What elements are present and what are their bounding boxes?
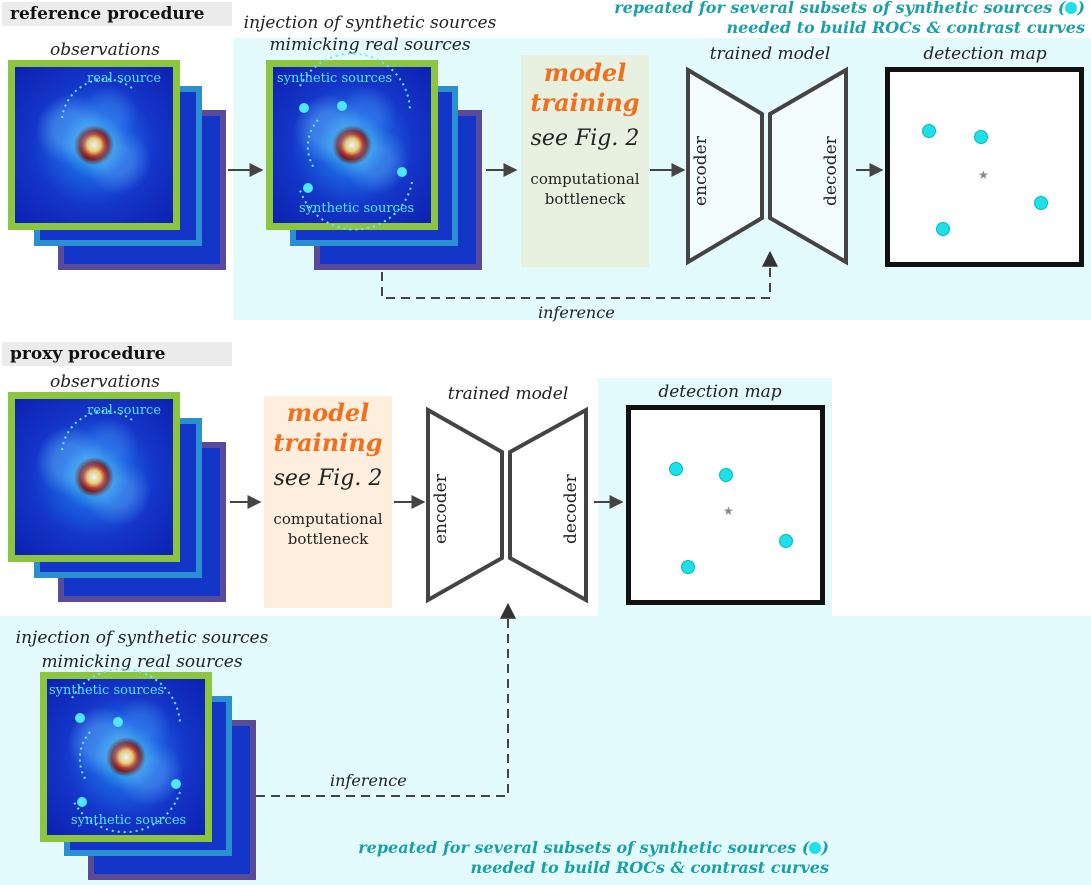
proxy-observations-label: observations — [50, 372, 160, 392]
proxy-note-line1-end: ) — [821, 838, 829, 857]
reference-inj-frame-front: synthetic sources synthetic sources — [266, 60, 438, 230]
proxy-encoder-label: encoder — [431, 473, 451, 544]
reference-detection-map-label: detection map — [923, 44, 1047, 64]
reference-training-fig: see Fig. 2 — [530, 126, 640, 151]
proxy-bottleneck: computational bottleneck — [273, 510, 383, 548]
reference-note-line1-end: ) — [1077, 0, 1085, 17]
detection-dot — [922, 124, 936, 138]
reference-title: reference procedure — [2, 2, 232, 26]
reference-obs-frame-front: real source — [8, 60, 180, 230]
proxy-encoder-shape — [426, 406, 504, 604]
proxy-note-line2: needed to build ROCs & contrast curves — [470, 858, 829, 877]
proxy-training-line1: model — [286, 398, 370, 427]
reference-training-line2: training — [530, 88, 640, 117]
proxy-decoder-label: decoder — [561, 473, 581, 544]
proxy-injection-line1: injection of synthetic sources — [15, 628, 269, 648]
proxy-training-box — [264, 396, 392, 608]
proxy-injection-line2: mimicking real sources — [41, 652, 243, 672]
proxy-training-line2: training — [273, 428, 383, 457]
cyan-dot-icon — [1065, 2, 1078, 14]
proxy-title: proxy procedure — [2, 342, 232, 366]
detection-dot — [1034, 196, 1048, 210]
reference-synthetic-top-label: synthetic sources — [277, 71, 393, 86]
detection-dot — [719, 468, 733, 482]
detection-dot — [779, 534, 793, 548]
detection-dot — [681, 560, 695, 574]
reference-observations-label: observations — [50, 40, 160, 60]
reference-synthetic-bottom-label: synthetic sources — [299, 201, 415, 216]
proxy-decoder-shape — [508, 406, 588, 604]
detection-dot — [669, 462, 683, 476]
proxy-synthetic-top-label: synthetic sources — [49, 683, 165, 698]
proxy-trained-model-label: trained model — [447, 384, 569, 404]
star-center-icon: ★ — [723, 504, 734, 518]
reference-injection-line2: mimicking real sources — [269, 35, 471, 55]
reference-trained-model-label: trained model — [709, 44, 831, 64]
proxy-real-source-label: real source — [87, 403, 162, 418]
proxy-detection-map: ★ — [626, 405, 825, 605]
proxy-training: model training see Fig. 2 computational b… — [264, 398, 392, 549]
reference-training-box — [521, 55, 649, 267]
star-center-icon: ★ — [978, 168, 989, 182]
cyan-dot-icon — [809, 842, 822, 854]
detection-dot — [936, 222, 950, 236]
reference-note: repeated for several subsets of syntheti… — [614, 0, 1085, 38]
reference-injection-line1: injection of synthetic sources — [243, 13, 497, 33]
proxy-obs-frame-front: real source — [8, 392, 180, 562]
reference-training: model training see Fig. 2 computational b… — [521, 58, 649, 209]
proxy-synthetic-bottom-label: synthetic sources — [71, 813, 187, 828]
proxy-training-fig: see Fig. 2 — [273, 466, 383, 491]
proxy-model-shape — [426, 406, 588, 604]
proxy-note-line1: repeated for several subsets of syntheti… — [358, 838, 810, 857]
proxy-injection-label: injection of synthetic sources mimicking… — [6, 626, 278, 674]
detection-dot — [974, 130, 988, 144]
reference-note-line2: needed to build ROCs & contrast curves — [726, 18, 1085, 37]
reference-bottleneck: computational bottleneck — [530, 170, 640, 208]
reference-training-line1: model — [543, 58, 627, 87]
proxy-detection-map-label: detection map — [658, 382, 782, 402]
reference-detection-map: ★ — [885, 67, 1084, 267]
reference-injection-label: injection of synthetic sources mimicking… — [234, 12, 506, 56]
proxy-inj-frame-front: synthetic sources synthetic sources — [40, 672, 212, 842]
reference-note-line1: repeated for several subsets of syntheti… — [614, 0, 1066, 17]
reference-real-source-label: real source — [87, 71, 162, 86]
proxy-note: repeated for several subsets of syntheti… — [358, 838, 829, 878]
